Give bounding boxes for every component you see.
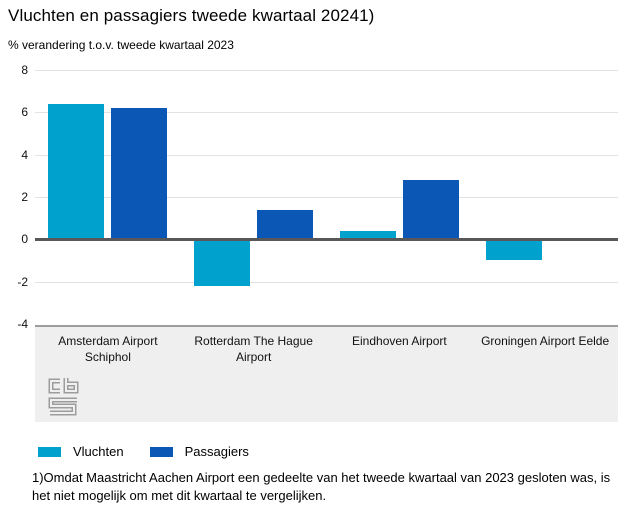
plot-area <box>35 70 618 324</box>
gridline <box>35 281 618 283</box>
y-tick-label: -2 <box>17 274 28 289</box>
x-category-label: Groningen Airport Eelde <box>481 334 610 348</box>
y-tick-label: 8 <box>21 63 28 77</box>
cbs-logo <box>48 378 79 416</box>
footnote: 1)Omdat Maastricht Aachen Airport een ge… <box>32 470 611 503</box>
x-category-label: Rotterdam The Hague Airport <box>194 334 313 364</box>
x-category-label: Eindhoven Airport <box>352 334 447 348</box>
legend-item-vluchten: Vluchten <box>38 444 124 459</box>
bar-vluchten-3 <box>339 230 396 240</box>
bar-vluchten-4 <box>485 239 542 261</box>
bar-vluchten-2 <box>194 239 251 286</box>
gridline <box>35 112 618 114</box>
bar-vluchten-1 <box>48 103 105 240</box>
bar-passagiers-1 <box>111 108 168 240</box>
y-tick-label: -4 <box>17 317 28 331</box>
gridline <box>35 70 618 71</box>
x-category-label: Amsterdam Airport Schiphol <box>58 334 158 364</box>
legend-swatch-vluchten <box>38 446 61 457</box>
bar-passagiers-3 <box>402 180 459 240</box>
x-axis-category-band: Amsterdam Airport Schiphol Rotterdam The … <box>35 325 618 422</box>
y-tick-label: 4 <box>21 147 28 162</box>
y-tick-label: 2 <box>21 190 28 204</box>
bar-passagiers-2 <box>257 209 314 240</box>
gridline <box>35 154 618 156</box>
chart-subtitle: % verandering t.o.v. tweede kwartaal 202… <box>8 38 234 52</box>
y-tick-label: 6 <box>21 105 28 120</box>
legend: Vluchten Passagiers <box>38 444 249 459</box>
chart-title: Vluchten en passagiers tweede kwartaal 2… <box>8 6 375 25</box>
legend-label: Passagiers <box>184 444 249 459</box>
gridline <box>35 197 618 198</box>
zero-line <box>35 238 618 242</box>
y-tick-label: 0 <box>21 232 28 247</box>
legend-swatch-passagiers <box>149 446 173 457</box>
legend-item-passagiers: Passagiers <box>149 444 249 459</box>
legend-label: Vluchten <box>73 444 124 459</box>
